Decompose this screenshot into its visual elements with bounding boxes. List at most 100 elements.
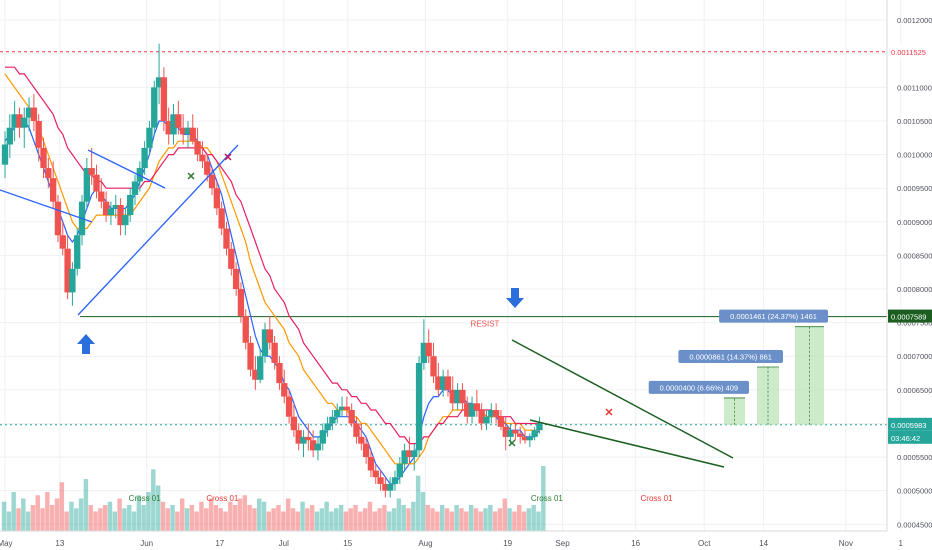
x-tick-label: 13 bbox=[55, 539, 64, 548]
candle-body bbox=[372, 470, 379, 478]
candle-body bbox=[261, 329, 269, 357]
volume-bar bbox=[40, 508, 45, 531]
candle-body bbox=[271, 342, 278, 363]
cross-label: Cross 01 bbox=[129, 494, 162, 503]
volume-bar bbox=[141, 505, 146, 531]
volume-bars bbox=[1, 466, 546, 531]
volume-bar bbox=[478, 511, 483, 531]
target-label-bg bbox=[648, 380, 749, 394]
volume-bar bbox=[78, 498, 84, 531]
candle-body bbox=[454, 389, 461, 404]
candle-body bbox=[88, 168, 95, 175]
volume-bar bbox=[155, 485, 161, 531]
volume-bar bbox=[228, 501, 233, 531]
volume-bar bbox=[507, 508, 512, 531]
volume-bar bbox=[521, 511, 527, 531]
candle-body bbox=[237, 289, 245, 316]
volume-bar bbox=[257, 498, 262, 531]
candle-body bbox=[30, 107, 38, 121]
volume-bar bbox=[170, 505, 175, 531]
volume-bar bbox=[377, 508, 382, 531]
volume-bar bbox=[425, 505, 430, 531]
volume-bar bbox=[290, 508, 296, 531]
candle-body bbox=[492, 410, 500, 417]
price-tag-top: 0.0011525 bbox=[891, 48, 926, 57]
x-tick-label: 15 bbox=[343, 539, 352, 548]
volume-bar bbox=[488, 505, 493, 531]
candle-body bbox=[208, 174, 216, 189]
volume-bar bbox=[517, 505, 522, 531]
cross-marker-icon bbox=[605, 408, 613, 416]
volume-bar bbox=[218, 508, 223, 531]
candle-body bbox=[401, 450, 408, 464]
y-tick-label: 0.0007000 bbox=[897, 352, 932, 361]
candle-body bbox=[117, 205, 124, 226]
price-tag-countdown-bg bbox=[888, 430, 932, 444]
candle-body bbox=[74, 235, 81, 269]
candle-body bbox=[478, 410, 485, 424]
cross-label: Cross 01 bbox=[531, 494, 564, 503]
candle-body bbox=[131, 181, 139, 195]
price-tag-current-bg bbox=[888, 417, 932, 431]
candle-body bbox=[223, 228, 230, 249]
volume-bar bbox=[127, 505, 132, 531]
candle-body bbox=[175, 114, 182, 128]
volume-bar bbox=[444, 508, 450, 531]
candle-body bbox=[362, 443, 370, 458]
y-tick-label: 0.0004500 bbox=[897, 520, 932, 529]
candle-body bbox=[521, 436, 529, 441]
y-tick-label: 0.0008000 bbox=[897, 285, 932, 294]
candle-body bbox=[247, 342, 254, 370]
candle-body bbox=[189, 127, 196, 142]
volume-bar bbox=[189, 505, 195, 531]
candle-body bbox=[16, 114, 23, 128]
x-tick-label: Oct bbox=[698, 539, 711, 548]
volume-bar bbox=[526, 508, 532, 531]
candle-body bbox=[468, 403, 476, 417]
volume-bar bbox=[117, 498, 122, 531]
volume-bar bbox=[464, 511, 469, 531]
cross-marker-icon bbox=[508, 439, 516, 447]
volume-bar bbox=[435, 511, 440, 531]
x-tick-label: Nov bbox=[839, 539, 853, 548]
candle-body bbox=[517, 433, 524, 437]
volume-bar bbox=[353, 505, 358, 531]
volume-bar bbox=[179, 498, 185, 531]
candle-body bbox=[136, 168, 143, 182]
candle-body bbox=[430, 356, 437, 377]
target-label: 0.0000400 (6.66%) 409 bbox=[660, 383, 738, 392]
volume-bar bbox=[281, 511, 286, 531]
candle-body bbox=[536, 423, 543, 431]
volume-bar bbox=[271, 508, 276, 531]
candle-body bbox=[35, 120, 42, 148]
candle-body bbox=[146, 127, 153, 148]
volume-bar bbox=[483, 508, 488, 531]
arrow-up-icon bbox=[77, 334, 95, 354]
candle-body bbox=[59, 235, 66, 249]
volume-bar bbox=[396, 498, 402, 531]
arrow-shape bbox=[77, 334, 95, 354]
trendline-support bbox=[77, 144, 239, 316]
candle-body bbox=[102, 201, 110, 216]
volume-bar bbox=[367, 501, 373, 531]
volume-bar bbox=[266, 511, 272, 531]
candle-body bbox=[439, 376, 447, 390]
candle-body bbox=[483, 416, 490, 424]
x-tick-label: 19 bbox=[503, 539, 512, 548]
candle-body bbox=[290, 416, 298, 431]
candle-body bbox=[512, 430, 519, 434]
candle-body bbox=[406, 450, 413, 458]
candle-body bbox=[285, 396, 293, 417]
target-label: 0.0001461 (24.37%) 1461 bbox=[730, 312, 817, 321]
candle-body bbox=[343, 406, 351, 411]
candle-body bbox=[11, 114, 18, 128]
x-tick-label: Jul bbox=[279, 539, 289, 548]
volume-bar bbox=[343, 511, 349, 531]
volume-bar bbox=[35, 495, 40, 531]
volume-bar bbox=[309, 505, 315, 531]
price-tags: 0.0011525 0.0007589 0.0005983 03:46:42 bbox=[888, 44, 932, 444]
x-tick-label: Jun bbox=[140, 539, 153, 548]
volume-bar bbox=[232, 505, 238, 531]
